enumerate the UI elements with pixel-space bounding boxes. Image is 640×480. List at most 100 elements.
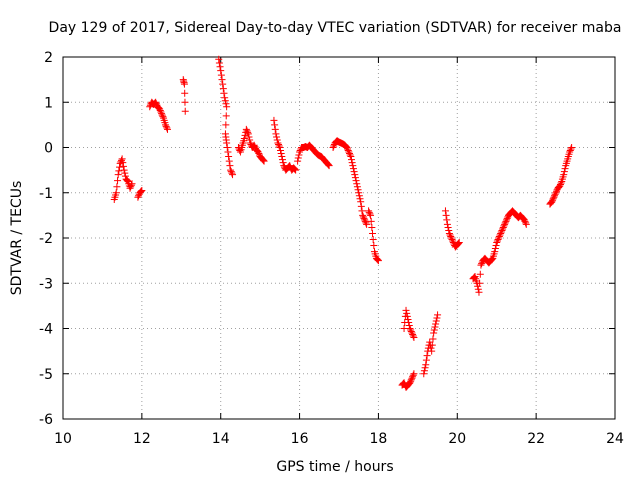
x-tick-label: 16	[291, 431, 309, 447]
data-point-s10	[367, 211, 375, 219]
grid-lines	[63, 57, 615, 419]
data-point-s9	[351, 174, 359, 182]
data-point-s5	[224, 148, 232, 156]
data-point-s3	[163, 125, 171, 133]
data-point-s11	[403, 309, 411, 317]
x-tick-label: 24	[606, 431, 624, 447]
data-point-s9	[356, 195, 364, 203]
data-point-s14	[499, 225, 507, 233]
data-point-s8	[294, 154, 302, 162]
data-point-s7	[280, 162, 288, 170]
data-point-s8	[295, 151, 303, 159]
data-point-s4	[180, 80, 188, 88]
data-point-s1	[116, 163, 124, 171]
data-point-s13	[454, 240, 462, 248]
data-point-s14	[475, 288, 483, 296]
data-point-s11	[402, 306, 410, 314]
data-point-s5	[222, 112, 230, 120]
data-point-s10	[365, 207, 373, 215]
data-point-s9	[353, 180, 361, 188]
data-point-s9	[352, 177, 360, 185]
data-point-s9	[344, 145, 352, 153]
data-point-s15	[553, 187, 561, 195]
data-point-s7	[279, 159, 287, 167]
data-point-s1	[119, 159, 127, 167]
data-point-s6	[244, 128, 252, 136]
data-point-s3	[152, 98, 160, 106]
data-point-s3	[163, 124, 171, 132]
data-point-s12	[422, 361, 430, 369]
data-point-s5	[229, 171, 237, 179]
data-point-s14	[501, 219, 509, 227]
data-point-s11	[406, 379, 414, 387]
data-point-s10	[365, 208, 373, 216]
data-point-s12	[432, 317, 440, 325]
data-point-s14	[495, 234, 503, 242]
data-point-s11	[409, 332, 417, 340]
data-point-s2	[135, 192, 143, 200]
data-point-s8	[324, 160, 332, 168]
data-point-s3	[158, 110, 166, 118]
data-point-s15	[560, 171, 568, 179]
data-point-s11	[405, 321, 413, 329]
data-point-s14	[470, 273, 478, 281]
data-point-s9	[330, 142, 338, 150]
data-point-s8	[294, 157, 302, 165]
data-point-s15	[549, 196, 557, 204]
data-point-s9	[329, 144, 337, 151]
data-point-s10	[370, 242, 378, 250]
data-point-s1	[123, 176, 131, 184]
data-point-s13	[445, 229, 453, 237]
data-point-s6	[246, 136, 254, 144]
data-point-s9	[361, 216, 369, 224]
data-point-s5	[219, 85, 227, 93]
x-tick-label: 10	[54, 431, 72, 447]
data-point-s14	[493, 237, 501, 245]
data-point-s5	[221, 97, 229, 105]
data-point-s11	[408, 374, 416, 382]
data-point-s3	[156, 107, 164, 115]
data-point-s5	[222, 100, 230, 108]
data-point-s10	[374, 256, 382, 264]
data-point-s14	[520, 216, 528, 224]
data-point-s11	[410, 370, 418, 378]
data-point-s5	[227, 166, 235, 174]
data-points	[110, 55, 576, 391]
data-point-s9	[361, 217, 369, 225]
data-point-s3	[159, 113, 167, 121]
x-tick-label: 14	[212, 431, 230, 447]
data-point-s14	[503, 216, 511, 224]
data-point-s9	[359, 211, 367, 219]
data-point-s13	[448, 236, 456, 244]
data-point-s11	[410, 334, 418, 342]
data-point-s7	[275, 140, 283, 148]
data-point-s11	[404, 315, 412, 323]
data-point-s9	[353, 183, 361, 191]
data-point-s14	[521, 217, 529, 225]
data-point-s9	[362, 219, 370, 227]
data-point-s5	[219, 80, 227, 88]
data-point-s13	[449, 237, 457, 245]
data-point-s6	[242, 125, 250, 133]
y-tick-label: -3	[39, 276, 53, 292]
data-point-s9	[357, 198, 365, 206]
data-point-s13	[449, 239, 457, 247]
data-point-s1	[114, 171, 122, 179]
data-point-s7	[290, 165, 298, 173]
data-point-s6	[260, 157, 268, 165]
data-point-s7	[273, 136, 281, 144]
data-point-s10	[367, 217, 375, 225]
data-point-s13	[441, 207, 449, 215]
data-point-s11	[409, 331, 417, 339]
data-point-s12	[423, 352, 431, 360]
data-point-s11	[403, 312, 411, 320]
data-point-s15	[560, 168, 568, 176]
data-point-s2	[134, 193, 142, 201]
data-point-s14	[502, 217, 510, 225]
data-point-s2	[137, 188, 145, 196]
data-point-s14	[478, 260, 486, 268]
data-point-s13	[447, 232, 455, 240]
data-point-s8	[324, 161, 332, 169]
y-tick-label: 2	[44, 50, 53, 66]
data-point-s14	[477, 261, 485, 269]
